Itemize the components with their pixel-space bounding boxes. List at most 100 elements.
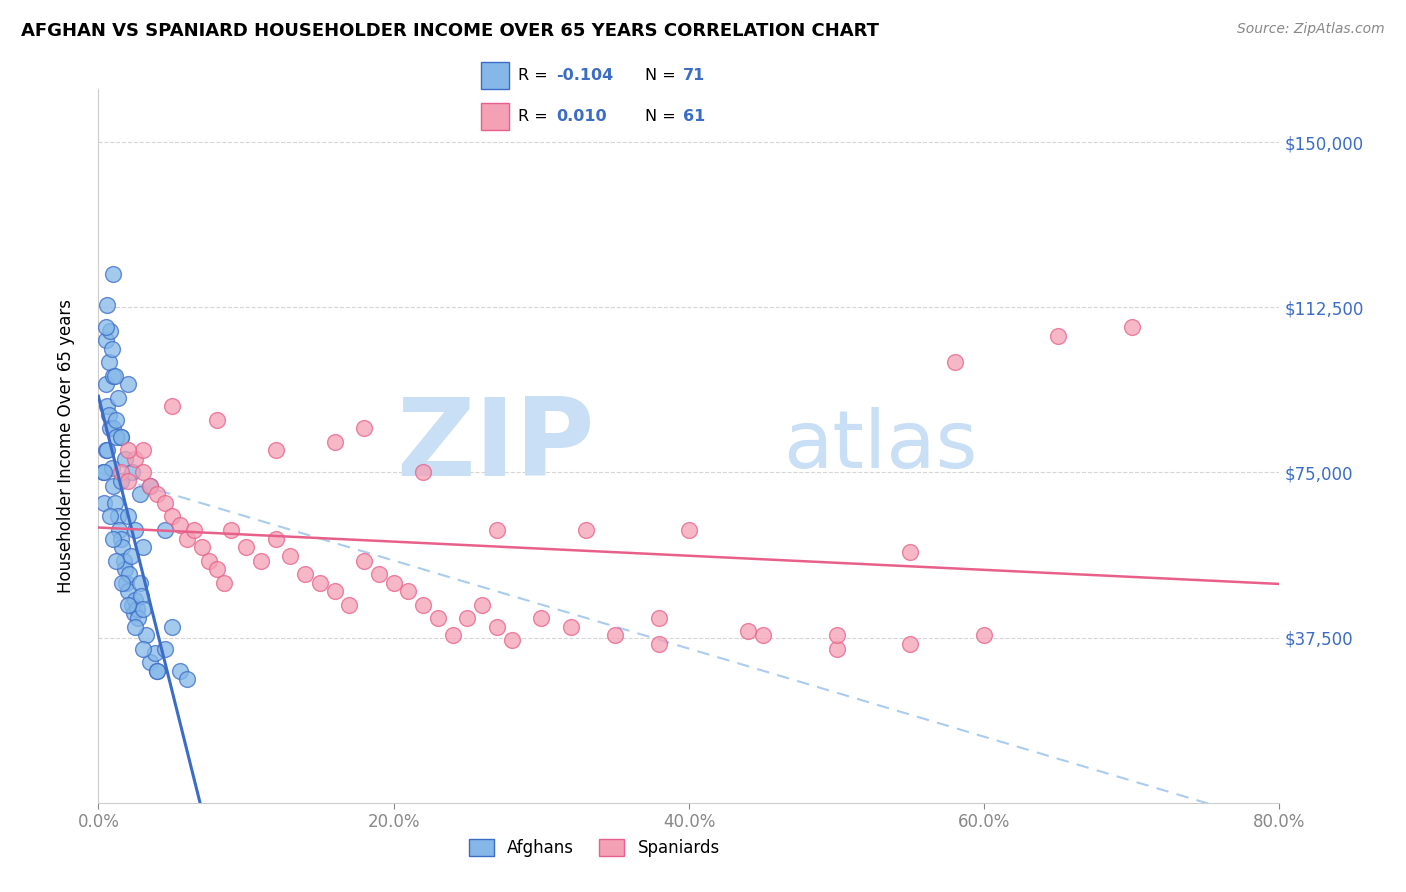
Point — [110, 430, 132, 444]
Point — [93, 496, 115, 510]
Point — [91, 466, 114, 480]
Point — [132, 443, 155, 458]
Point — [105, 412, 128, 426]
Point — [353, 421, 375, 435]
Point — [117, 443, 139, 458]
Point — [125, 602, 148, 616]
Point — [124, 593, 146, 607]
Point — [205, 562, 228, 576]
Point — [235, 541, 257, 555]
Point — [412, 466, 434, 480]
Point — [93, 466, 115, 480]
Point — [323, 434, 346, 449]
Point — [368, 566, 391, 581]
Point — [339, 598, 361, 612]
Point — [115, 575, 138, 590]
Point — [122, 607, 145, 621]
Point — [146, 664, 169, 678]
Point — [441, 628, 464, 642]
Point — [110, 475, 132, 489]
Point — [135, 628, 157, 642]
Point — [103, 368, 125, 383]
FancyBboxPatch shape — [481, 62, 509, 89]
Point — [107, 509, 129, 524]
Point — [264, 532, 287, 546]
Text: Source: ZipAtlas.com: Source: ZipAtlas.com — [1237, 22, 1385, 37]
Point — [648, 637, 671, 651]
Point — [124, 619, 146, 633]
Point — [501, 632, 523, 647]
Point — [153, 496, 176, 510]
Point — [94, 377, 117, 392]
Point — [107, 391, 129, 405]
Point — [104, 368, 127, 383]
Point — [153, 523, 176, 537]
Point — [900, 545, 922, 559]
Point — [183, 523, 205, 537]
Point — [117, 598, 139, 612]
Point — [110, 430, 132, 444]
Point — [825, 641, 848, 656]
Text: AFGHAN VS SPANIARD HOUSEHOLDER INCOME OVER 65 YEARS CORRELATION CHART: AFGHAN VS SPANIARD HOUSEHOLDER INCOME OV… — [21, 22, 879, 40]
Point — [250, 553, 273, 567]
Point — [118, 566, 141, 581]
Point — [139, 478, 162, 492]
Point — [1121, 320, 1143, 334]
Point — [398, 584, 420, 599]
Point — [132, 466, 155, 480]
Point — [648, 611, 671, 625]
Point — [169, 664, 191, 678]
Point — [560, 619, 582, 633]
Point — [98, 509, 121, 524]
Point — [212, 575, 235, 590]
Point — [128, 487, 150, 501]
Point — [191, 541, 214, 555]
Point — [103, 267, 125, 281]
Point — [117, 377, 139, 392]
Point — [678, 523, 700, 537]
Point — [96, 298, 118, 312]
Point — [94, 443, 117, 458]
Text: 71: 71 — [683, 68, 706, 83]
Point — [205, 412, 228, 426]
Text: N =: N = — [645, 109, 681, 124]
Point — [94, 333, 117, 347]
Point — [382, 575, 405, 590]
Point — [97, 408, 120, 422]
Point — [111, 575, 134, 590]
Point — [117, 584, 139, 599]
Point — [309, 575, 332, 590]
Text: -0.104: -0.104 — [557, 68, 613, 83]
Point — [132, 602, 155, 616]
Point — [457, 611, 479, 625]
Point — [139, 655, 162, 669]
Point — [280, 549, 302, 563]
Text: R =: R = — [519, 68, 554, 83]
Point — [100, 461, 122, 475]
Point — [121, 598, 143, 612]
Point — [162, 400, 183, 414]
Point — [97, 355, 120, 369]
Point — [110, 532, 132, 546]
Point — [1047, 329, 1070, 343]
Y-axis label: Householder Income Over 65 years: Householder Income Over 65 years — [56, 299, 75, 593]
Point — [264, 443, 287, 458]
Point — [176, 532, 198, 546]
Point — [139, 478, 162, 492]
Point — [198, 553, 221, 567]
Point — [117, 475, 139, 489]
Point — [103, 421, 125, 435]
Text: 61: 61 — [683, 109, 706, 124]
Text: R =: R = — [519, 109, 554, 124]
Point — [427, 611, 450, 625]
Point — [294, 566, 316, 581]
Point — [114, 562, 136, 576]
Text: 0.010: 0.010 — [557, 109, 607, 124]
Point — [129, 589, 152, 603]
Text: N =: N = — [645, 68, 681, 83]
Point — [96, 400, 118, 414]
Point — [103, 532, 125, 546]
Point — [146, 664, 169, 678]
Point — [108, 523, 131, 537]
Point — [323, 584, 346, 599]
